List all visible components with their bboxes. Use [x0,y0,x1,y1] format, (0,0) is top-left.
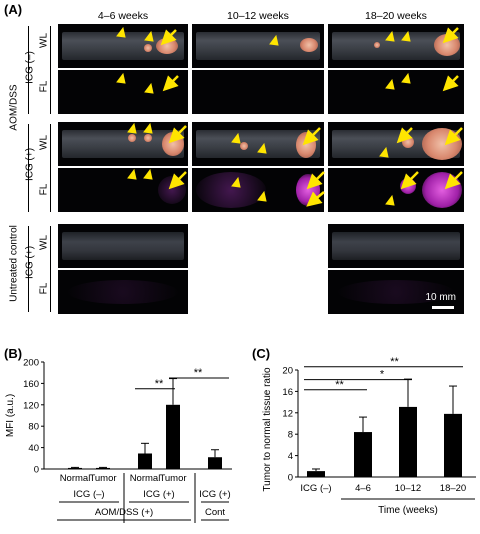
scale-bar-label: 10 mm [425,292,456,303]
x-tick-label: ICG (–) [300,483,331,494]
image-aom-icgpos-fl-10-12 [192,168,324,212]
y-tick-label: 0 [288,473,293,484]
x-axis-label: Time (weeks) [378,505,438,516]
group-label: ICG (+) [143,489,174,500]
row-label-fl-3: FL [38,282,50,295]
x-tick-label: Normal [130,473,161,484]
y-tick-label: 200 [23,358,39,369]
image-control-wl-4-6 [58,224,188,268]
icg-neg-label-aom: ICG (–) [24,51,36,84]
image-control-wl-18-20 [328,224,464,268]
row-label-wl-1: WL [38,33,50,48]
y-tick-label: 16 [282,387,293,398]
significance-label: ** [155,378,164,390]
bar [68,467,82,469]
image-aom-icgneg-wl-4-6 [58,24,188,68]
x-tick-label: Normal [60,473,91,484]
x-tick-label: Tumor [159,473,186,484]
significance-label: ** [335,379,344,391]
image-aom-icgpos-wl-18-20 [328,122,464,166]
row-label-wl-3: WL [38,235,50,250]
column-header-4-6-weeks: 4–6 weeks [97,10,149,22]
image-aom-icgpos-fl-18-20 [328,168,464,212]
y-tick-label: 8 [288,430,293,441]
bar [354,432,372,477]
image-aom-icgneg-fl-18-20 [328,70,464,114]
y-tick-label: 120 [23,400,39,411]
y-tick-label: 20 [282,366,293,377]
image-aom-icgneg-wl-18-20 [328,24,464,68]
group-label: ICG (–) [73,489,104,500]
row-label-fl-1: FL [38,80,50,93]
column-header-18-20-weeks: 18–20 weeks [365,10,427,22]
row-label-wl-2: WL [38,135,50,150]
image-aom-icgneg-fl-4-6 [58,70,188,114]
y-tick-label: 4 [288,451,293,462]
bar [166,404,180,469]
icg-pos-label-aom: ICG (+) [24,147,36,182]
bar [208,457,222,469]
x-tick-label: Tumor [89,473,116,484]
panel-c-letter: (C) [252,346,271,361]
significance-label: * [380,369,385,381]
group-label-untreated-control: Untreated control [8,225,20,302]
bar [96,467,110,469]
y-axis-label: Tumor to normal tissue ratio [262,367,273,492]
image-control-fl-18-20: 10 mm [328,270,464,314]
x-tick-label: 18–20 [440,483,466,494]
image-control-fl-4-6 [58,270,188,314]
icg-pos-label-control: ICG (+) [24,245,36,280]
significance-label: ** [390,356,399,368]
scale-bar [432,306,454,309]
significance-label: ** [194,367,203,379]
y-axis-label: MFI (a.u.) [5,394,16,437]
y-tick-label: 40 [28,443,39,454]
y-tick-label: 0 [34,465,39,476]
x-tick-label: 10–12 [395,483,421,494]
image-aom-icgneg-wl-10-12 [192,24,324,68]
y-tick-label: 80 [28,422,39,433]
panel-a-letter: (A) [4,2,23,17]
x-tick-label: 4–6 [355,483,371,494]
bar [444,413,462,477]
y-tick-label: 12 [282,408,293,419]
super-group-label: Cont [205,507,225,518]
bar [399,406,417,477]
group-label-aom-dss: AOM/DSS [8,84,20,131]
row-label-fl-2: FL [38,183,50,196]
panel-c-chart: 0 4 8 12 16 20 Tumor to normal tissue ratio ICG… [262,356,476,516]
image-aom-icgpos-wl-4-6 [58,122,188,166]
image-aom-icgpos-fl-4-6 [58,168,188,212]
bar [307,471,325,477]
group-label: ICG (+) [199,489,230,500]
y-tick-label: 160 [23,379,39,390]
column-header-10-12-weeks: 10–12 weeks [227,10,289,22]
image-aom-icgpos-wl-10-12 [192,122,324,166]
bar [138,453,152,469]
panel-b-letter: (B) [4,346,23,361]
image-aom-icgneg-fl-10-12 [192,70,324,114]
